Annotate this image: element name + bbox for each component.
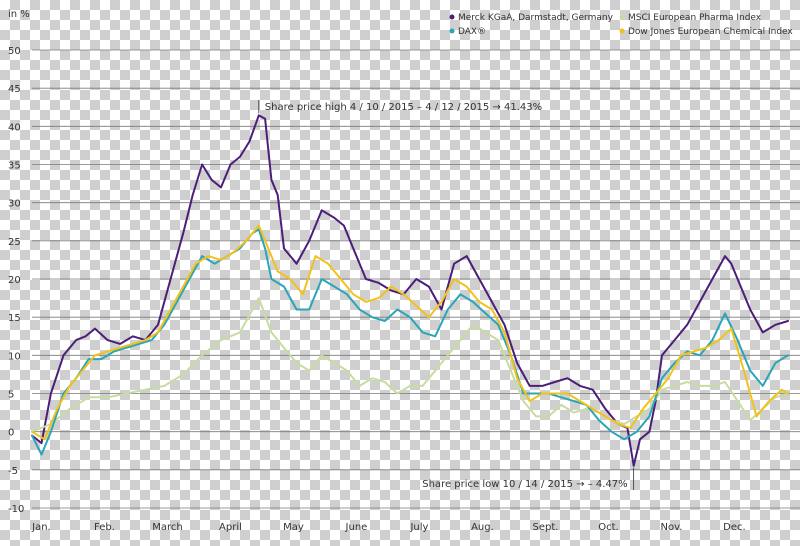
y-tick-label: 50 <box>8 46 21 57</box>
legend: Merck KGaA, Darmstadt, Germany MSCI Europ… <box>449 13 793 37</box>
series-line <box>31 228 789 456</box>
legend-marker <box>449 14 455 20</box>
y-axis-ticks: -10 -5 0 5 10 15 20 25 30 35 40 45 50 <box>8 46 24 515</box>
y-tick-label: 45 <box>8 84 21 95</box>
y-tick-label: -5 <box>8 466 18 477</box>
y-axis-label: in % <box>8 9 30 20</box>
x-tick-label: Sept. <box>532 522 558 533</box>
x-tick-label: Oct. <box>598 522 618 533</box>
y-tick-label: 10 <box>8 351 21 362</box>
legend-entry: MSCI European Pharma Index <box>628 13 762 23</box>
x-tick-label: April <box>219 522 242 533</box>
x-tick-label: March <box>152 522 182 533</box>
y-tick-label: 40 <box>8 122 21 133</box>
x-tick-label: Aug. <box>471 522 494 533</box>
legend-marker <box>619 14 625 20</box>
annotation-label: Share price low 10 / 14 / 2015 → – 4.47% <box>422 479 627 490</box>
legend-marker <box>619 28 625 34</box>
series-lines <box>31 114 789 467</box>
y-tick-label: 5 <box>8 390 14 401</box>
y-tick-label: 25 <box>8 237 21 248</box>
y-tick-label: 35 <box>8 161 21 172</box>
x-tick-label: June <box>345 522 368 533</box>
series-line <box>31 224 789 441</box>
annotations: Share price high 4 / 10 / 2015 – 4 / 12 … <box>258 100 635 490</box>
y-tick-label: 30 <box>8 199 21 210</box>
y-tick-label: -10 <box>8 504 24 515</box>
y-tick-label: 0 <box>8 428 14 439</box>
y-tick-label: 15 <box>8 313 21 324</box>
annotation-label: Share price high 4 / 10 / 2015 – 4 / 12 … <box>265 102 542 113</box>
x-tick-label: Feb. <box>94 522 115 533</box>
x-tick-label: Nov. <box>660 522 682 533</box>
legend-entry: Merck KGaA, Darmstadt, Germany <box>458 13 614 23</box>
legend-entry: Dow Jones European Chemical Index <box>628 27 793 37</box>
series-line <box>31 297 789 433</box>
legend-marker <box>449 28 455 34</box>
x-tick-label: May <box>283 522 304 533</box>
x-tick-label: July <box>409 522 428 533</box>
x-axis-ticks: Jan. Feb. March April May June July Aug. Sept. Oc… <box>31 522 746 533</box>
series-line <box>31 114 789 467</box>
x-tick-label: Jan. <box>31 522 51 533</box>
x-tick-label: Dec. <box>723 522 746 533</box>
legend-entry: DAX® <box>458 27 486 37</box>
y-tick-label: 20 <box>8 275 21 286</box>
